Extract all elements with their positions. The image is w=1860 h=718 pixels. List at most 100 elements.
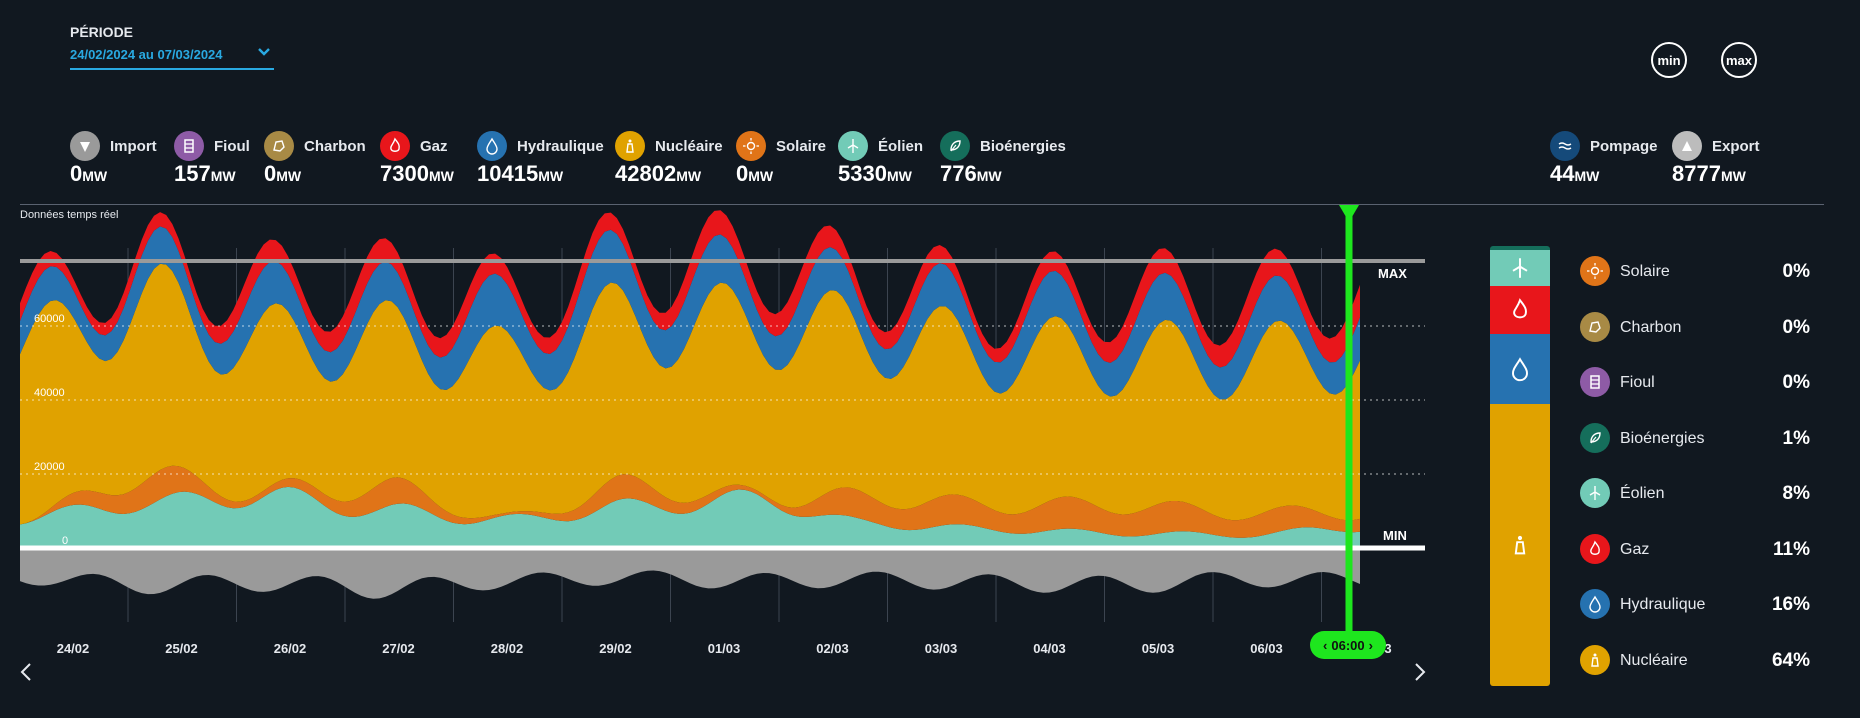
y-tick-label: 40000 xyxy=(34,387,65,399)
x-tick-label: 01/03 xyxy=(708,641,741,656)
mix-row-bioénergies: Bioénergies 1% xyxy=(1580,421,1810,457)
y-tick-label: 0 xyxy=(62,535,68,547)
source-name: Export xyxy=(1712,138,1760,155)
source-value: 776MW xyxy=(940,161,1002,186)
source-unit: MW xyxy=(276,168,302,184)
max-label: MAX xyxy=(1378,266,1407,281)
mix-row-fioul: Fioul 0% xyxy=(1580,365,1810,401)
mix-name: Éolien xyxy=(1620,485,1665,502)
source-name: Pompage xyxy=(1590,138,1658,155)
max-button[interactable]: max xyxy=(1721,42,1757,78)
mix-bar-segment-bioénergies xyxy=(1490,246,1550,251)
source-unit: MW xyxy=(538,168,564,184)
x-tick-label: 26/02 xyxy=(274,641,307,656)
source-name: Hydraulique xyxy=(517,138,604,155)
source-name: Import xyxy=(110,138,157,155)
mix-percent: 0% xyxy=(1782,316,1810,338)
mix-bar-segment-gaz xyxy=(1490,285,1550,334)
source-name: Éolien xyxy=(878,138,924,155)
mix-bar-segment-nucléaire xyxy=(1490,404,1550,686)
coal-icon xyxy=(264,131,294,161)
area-nucléaire xyxy=(20,263,1360,525)
x-tick-label: 27/02 xyxy=(382,641,415,656)
source-unit: MW xyxy=(1720,168,1746,184)
mix-bar-segment-éolien xyxy=(1490,250,1550,286)
mix-percent: 8% xyxy=(1782,483,1810,504)
next-arrow-icon[interactable] xyxy=(1410,660,1430,684)
flame-icon xyxy=(1580,533,1610,564)
x-tick-label: 04/03 xyxy=(1033,641,1066,656)
export-arrow-icon xyxy=(1672,131,1702,161)
source-value: 157MW xyxy=(174,161,236,186)
area-éolien xyxy=(20,486,1360,548)
nuclear-plant-icon xyxy=(1580,644,1610,675)
mix-percent: 1% xyxy=(1782,427,1810,449)
y-tick-label: 20000 xyxy=(34,461,65,473)
leaf-icon xyxy=(1580,422,1610,453)
mix-percent: 64% xyxy=(1771,649,1810,671)
source-unit: MW xyxy=(676,168,702,184)
chevron-left-icon: ‹ xyxy=(1323,637,1328,653)
mix-bar-segment-hydraulique xyxy=(1490,334,1550,405)
leaf-icon xyxy=(940,131,970,161)
period-label: PÉRIODE xyxy=(70,24,134,40)
mix-row-nucléaire: Nucléaire 64% xyxy=(1580,643,1810,679)
source-unit: MW xyxy=(82,168,108,184)
period-select[interactable]: 24/02/2024 au 07/03/2024 xyxy=(70,46,274,70)
coal-icon xyxy=(1580,311,1610,342)
oil-barrel-icon xyxy=(174,131,204,161)
source-value: 0MW xyxy=(736,161,774,186)
mix-row-solaire: Solaire 0% xyxy=(1580,254,1810,290)
mix-row-éolien: Éolien 8% xyxy=(1580,476,1810,512)
mix-percent: 16% xyxy=(1771,594,1810,615)
mix-name: Bioénergies xyxy=(1620,429,1705,447)
previous-arrow-icon[interactable] xyxy=(16,660,36,684)
mix-name: Fioul xyxy=(1620,374,1655,391)
source-unit: MW xyxy=(428,168,454,184)
energy-mix-bar xyxy=(1490,246,1550,686)
chevron-right-icon: › xyxy=(1368,637,1373,653)
wind-turbine-icon xyxy=(838,131,868,161)
source-value: 44MW xyxy=(1550,161,1600,186)
oil-barrel-icon xyxy=(1580,367,1610,397)
flame-icon xyxy=(380,131,410,161)
x-tick-label: 06/03 xyxy=(1250,641,1283,656)
source-unit: MW xyxy=(210,168,236,184)
area-hydraulique xyxy=(20,226,1360,400)
mix-row-hydraulique: Hydraulique 16% xyxy=(1580,587,1810,623)
realtime-label: Données temps réel xyxy=(20,209,119,221)
area-solaire xyxy=(20,465,1360,538)
x-tick-label: 3 xyxy=(1384,641,1391,656)
x-tick-label: 03/03 xyxy=(925,641,958,656)
cursor-time: 06:00 xyxy=(1331,637,1365,653)
mix-name: Nucléaire xyxy=(1620,651,1688,669)
source-value: 5330MW xyxy=(838,161,912,186)
x-tick-label: 25/02 xyxy=(165,641,198,656)
source-unit: MW xyxy=(748,168,774,184)
source-name: Bioénergies xyxy=(980,138,1066,155)
time-cursor-handle[interactable]: ‹ 06:00 › xyxy=(1310,631,1386,659)
mix-name: Hydraulique xyxy=(1620,596,1706,613)
source-name: Gaz xyxy=(420,138,448,155)
source-value: 0MW xyxy=(70,161,108,186)
wind-turbine-icon xyxy=(1580,478,1610,508)
source-value: 10415MW xyxy=(477,161,564,186)
source-value: 8777MW xyxy=(1672,161,1746,186)
water-drop-icon xyxy=(477,131,507,161)
mix-name: Charbon xyxy=(1620,318,1682,336)
x-tick-label: 02/03 xyxy=(816,641,849,656)
source-unit: MW xyxy=(976,168,1002,184)
sun-icon xyxy=(736,131,766,161)
area-gaz xyxy=(20,210,1360,368)
y-tick-label: 60000 xyxy=(34,313,65,325)
mix-row-charbon: Charbon 0% xyxy=(1580,310,1810,346)
source-unit: MW xyxy=(1574,168,1600,184)
mix-percent: 11% xyxy=(1773,538,1810,560)
source-value: 42802MW xyxy=(615,161,702,186)
min-label: MIN xyxy=(1383,528,1407,543)
cursor-marker-icon xyxy=(1339,205,1359,222)
area-export xyxy=(20,548,1360,599)
min-button[interactable]: min xyxy=(1651,42,1687,78)
mix-percent: 0% xyxy=(1782,372,1810,393)
